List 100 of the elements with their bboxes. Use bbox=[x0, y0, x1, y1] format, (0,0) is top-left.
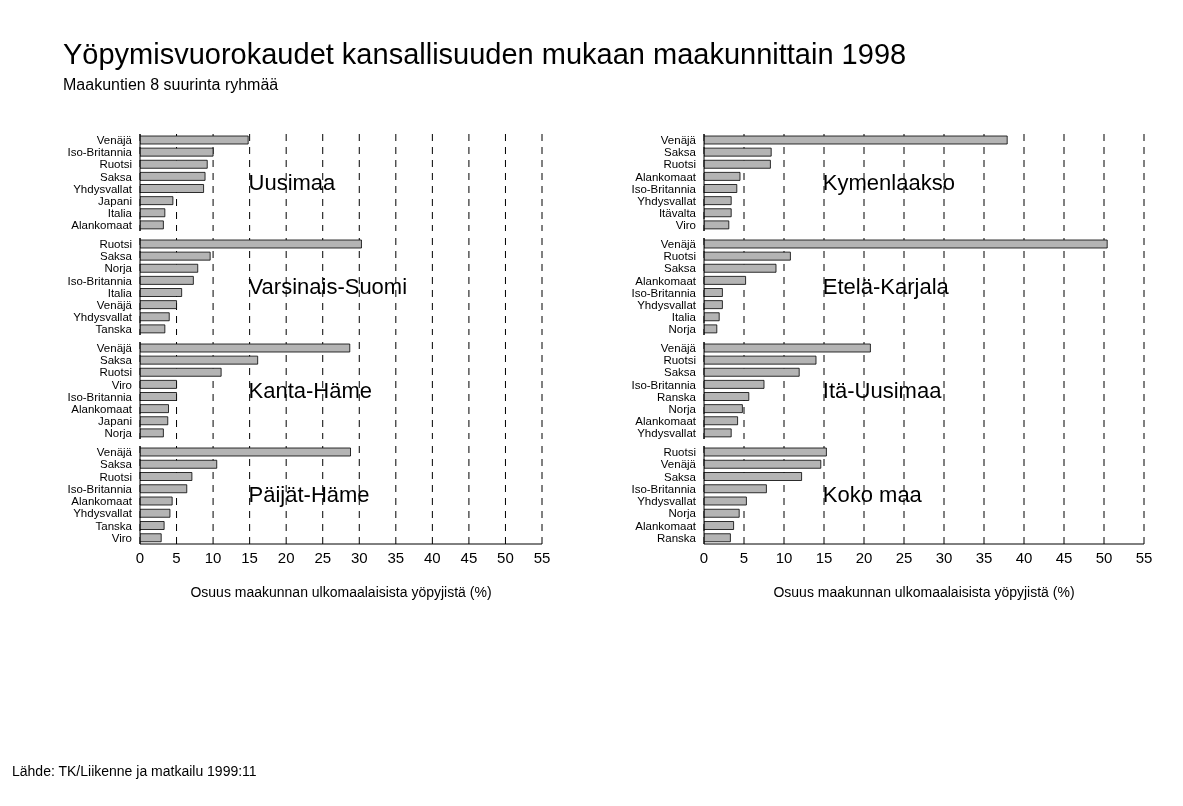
x-tick-label: 0 bbox=[135, 548, 145, 566]
y-tick-label: Saksa bbox=[664, 470, 697, 483]
y-tick-label: Iso-Britannia bbox=[631, 482, 697, 495]
y-tick-label: Ranska bbox=[657, 390, 697, 403]
y-tick-label: Alankomaat bbox=[71, 495, 133, 508]
y-tick-label: Iso-Britannia bbox=[67, 390, 133, 403]
x-tick-label: 20 bbox=[855, 548, 873, 566]
x-tick-label: 35 bbox=[975, 548, 993, 566]
y-tick-label: Norja bbox=[668, 323, 697, 336]
y-tick-label: Ruotsi bbox=[663, 158, 696, 171]
y-tick-label: Alankomaat bbox=[635, 519, 697, 532]
y-tick-label: Ruotsi bbox=[663, 446, 696, 459]
y-tick-label: Venäjä bbox=[96, 446, 133, 459]
y-tick-label: Yhdysvallat bbox=[637, 495, 697, 508]
y-tick-label: Venäjä bbox=[96, 342, 133, 355]
y-tick-label: Ranska bbox=[657, 531, 697, 544]
y-tick-label: Venäjä bbox=[660, 342, 697, 355]
text: Lähde: TK/Liikenne ja matkailu 1999:11 bbox=[12, 763, 257, 779]
y-tick-label: Yhdysvallat bbox=[637, 194, 697, 207]
x-tick-label: 30 bbox=[350, 548, 368, 566]
y-tick-label: Saksa bbox=[100, 458, 133, 471]
y-tick-label: Yhdysvallat bbox=[73, 182, 133, 195]
y-tick-label: Venäjä bbox=[660, 458, 697, 471]
y-tick-label: Japani bbox=[98, 194, 132, 207]
y-tick-label: Iso-Britannia bbox=[67, 274, 133, 287]
y-tick-label: Iso-Britannia bbox=[631, 378, 697, 391]
x-tick-label: 35 bbox=[387, 548, 405, 566]
y-tick-label: Alankomaat bbox=[71, 219, 133, 232]
x-tick-label: 5 bbox=[739, 548, 749, 566]
y-tick-label: Ruotsi bbox=[99, 470, 132, 483]
x-tick-label: 5 bbox=[172, 548, 181, 566]
y-tick-label: Alankomaat bbox=[635, 170, 697, 183]
annotation: Uusimaa bbox=[248, 170, 336, 196]
annotation: Päijät-Häme bbox=[248, 482, 370, 508]
y-tick-label: Saksa bbox=[664, 262, 697, 275]
annotation: Itä-Uusimaa bbox=[822, 378, 942, 404]
y-tick-label: Alankomaat bbox=[635, 414, 697, 427]
y-tick-label: Yhdysvallat bbox=[637, 427, 697, 440]
x-tick-label: 30 bbox=[935, 548, 953, 566]
y-tick-label: Viro bbox=[111, 378, 132, 391]
y-tick-label: Saksa bbox=[664, 366, 697, 379]
y-tick-label: Iso-Britannia bbox=[67, 482, 133, 495]
y-tick-label: Norja bbox=[668, 507, 697, 520]
annotation: Kanta-Häme bbox=[248, 378, 373, 404]
y-tick-label: Yhdysvallat bbox=[73, 310, 133, 323]
y-tick-label: Saksa bbox=[664, 146, 697, 159]
y-tick-label: Tanska bbox=[95, 323, 133, 336]
y-tick-label: Ruotsi bbox=[99, 366, 132, 379]
annotation: Kymenlaakso bbox=[822, 170, 955, 196]
y-tick-label: Iso-Britannia bbox=[631, 182, 697, 195]
x-tick-label: 0 bbox=[699, 548, 709, 566]
annotation: Etelä-Karjala bbox=[822, 274, 949, 300]
x-tick-label: 10 bbox=[775, 548, 793, 566]
x-axis-title: Osuus maakunnan ulkomaalaisista yöpyjistä (%) bbox=[189, 584, 493, 600]
chart-title: Yöpymisvuorokaudet kansallisuuden mukaan maakunnittain 1998 bbox=[63, 38, 907, 71]
x-tick-label: 45 bbox=[1055, 548, 1073, 566]
x-tick-label: 25 bbox=[314, 548, 332, 566]
x-tick-label: 20 bbox=[277, 548, 295, 566]
x-tick-label: 40 bbox=[424, 548, 441, 566]
y-tick-label: Italia bbox=[107, 206, 133, 219]
y-tick-label: Japani bbox=[98, 414, 132, 427]
y-tick-label: Ruotsi bbox=[99, 158, 132, 171]
y-tick-label: Italia bbox=[107, 286, 133, 299]
y-tick-label: Alankomaat bbox=[635, 274, 697, 287]
x-tick-label: 45 bbox=[460, 548, 478, 566]
y-tick-label: Venäjä bbox=[96, 298, 133, 311]
x-tick-label: 50 bbox=[1095, 548, 1113, 566]
y-tick-label: Norja bbox=[668, 402, 697, 415]
x-tick-label: 10 bbox=[204, 548, 222, 566]
x-axis-title: Osuus maakunnan ulkomaalaisista yöpyjistä (%) bbox=[772, 584, 1076, 600]
y-tick-label: Norja bbox=[104, 427, 133, 440]
y-tick-label: Viro bbox=[111, 531, 132, 544]
annotation: Varsinais-Suomi bbox=[248, 274, 408, 300]
x-tick-label: 25 bbox=[895, 548, 913, 566]
y-tick-label: Viro bbox=[675, 219, 696, 232]
x-tick-label: 55 bbox=[533, 548, 551, 566]
x-tick-label: 55 bbox=[1135, 548, 1153, 566]
y-tick-label: Ruotsi bbox=[663, 250, 696, 263]
annotation: Koko maa bbox=[822, 482, 922, 508]
y-tick-label: Iso-Britannia bbox=[631, 286, 697, 299]
x-tick-label: 15 bbox=[815, 548, 833, 566]
y-tick-label: Norja bbox=[104, 262, 133, 275]
y-tick-label: Saksa bbox=[100, 250, 133, 263]
y-tick-label: Italia bbox=[671, 310, 697, 323]
chart-subtitle: Maakuntien 8 suurinta ryhmää bbox=[63, 76, 279, 94]
x-tick-label: 15 bbox=[241, 548, 258, 566]
y-tick-label: Saksa bbox=[100, 170, 133, 183]
y-tick-label: Tanska bbox=[95, 519, 133, 532]
y-tick-label: Venäjä bbox=[660, 238, 697, 251]
y-tick-label: Itävalta bbox=[658, 206, 697, 219]
y-tick-label: Yhdysvallat bbox=[73, 507, 133, 520]
y-tick-label: Ruotsi bbox=[663, 354, 696, 367]
y-tick-label: Iso-Britannia bbox=[67, 146, 133, 159]
x-tick-label: 40 bbox=[1015, 548, 1033, 566]
y-tick-label: Venäjä bbox=[660, 134, 697, 147]
y-tick-label: Ruotsi bbox=[99, 238, 132, 251]
x-tick-label: 50 bbox=[497, 548, 514, 566]
y-tick-label: Venäjä bbox=[96, 134, 133, 147]
y-tick-label: Yhdysvallat bbox=[637, 298, 697, 311]
y-tick-label: Saksa bbox=[100, 354, 133, 367]
